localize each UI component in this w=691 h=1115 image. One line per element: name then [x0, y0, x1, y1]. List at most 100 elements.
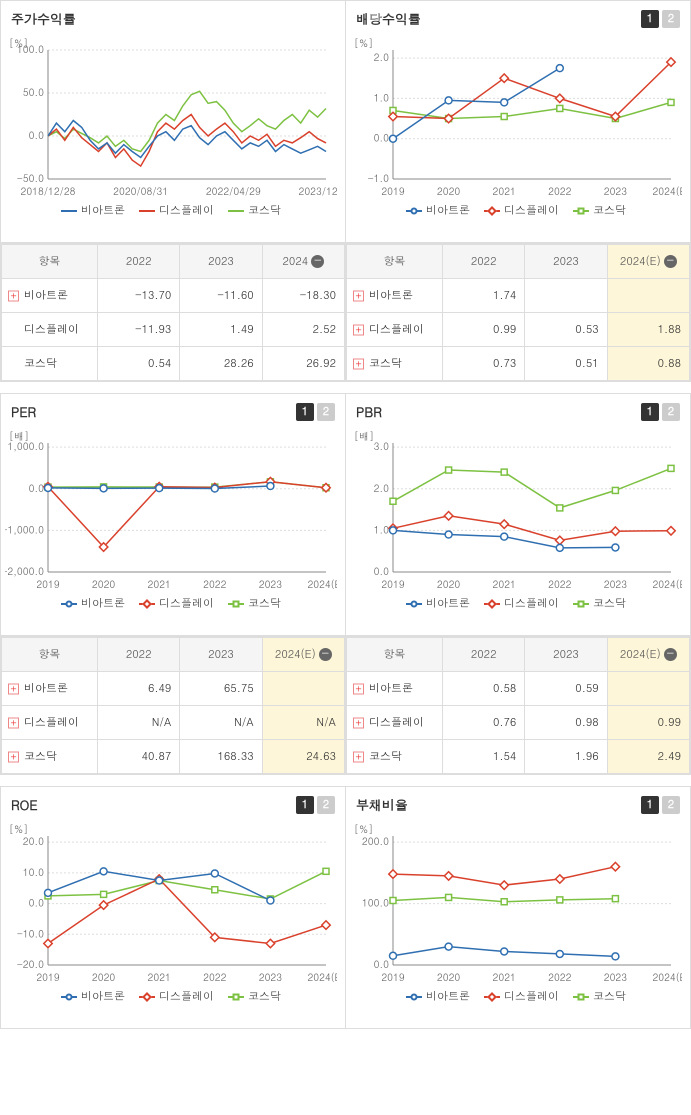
data-table-pbr: 항목202220232024(E)−+비아트론0.580.59+디스플레이0.7… — [346, 637, 690, 774]
expand-icon[interactable]: + — [353, 683, 364, 694]
toggle-btn-1[interactable]: 1 — [296, 796, 314, 814]
svg-text:2019: 2019 — [36, 970, 59, 984]
table-row: 코스닥0.5428.2626.92 — [2, 347, 345, 381]
table-row-label: 디스플레이 — [2, 313, 98, 347]
expand-icon[interactable]: + — [8, 751, 19, 762]
expand-icon[interactable]: + — [353, 358, 364, 369]
collapse-icon[interactable]: − — [664, 648, 677, 661]
table-panel-per: 항목202220232024(E)−+비아트론6.4965.75+디스플레이N/… — [0, 636, 346, 775]
legend-item: 비아트론 — [406, 203, 470, 218]
svg-text:-1,000.0: -1,000.0 — [5, 522, 44, 536]
toggle-btn-2[interactable]: 2 — [317, 403, 335, 421]
table-header-cell: 2022 — [443, 245, 525, 279]
table-cell: -11.93 — [98, 313, 180, 347]
legend-label: 비아트론 — [426, 203, 470, 218]
toggle-btn-1[interactable]: 1 — [296, 403, 314, 421]
legend-swatch — [139, 600, 155, 608]
table-cell: 0.59 — [525, 672, 607, 706]
table-cell: 2.49 — [607, 740, 689, 774]
legend-item: 디스플레이 — [139, 989, 214, 1004]
table-row: +코스닥1.541.962.49 — [347, 740, 690, 774]
chart-legend: 비아트론디스플레이코스닥 — [5, 594, 337, 617]
svg-text:2024(E): 2024(E) — [307, 577, 337, 591]
svg-text:0.0: 0.0 — [29, 896, 45, 910]
svg-text:2019: 2019 — [381, 577, 404, 591]
svg-text:2020: 2020 — [437, 970, 460, 984]
table-row-label: +코스닥 — [2, 740, 98, 774]
table-row: +코스닥0.730.510.88 — [347, 347, 690, 381]
svg-text:2021: 2021 — [148, 577, 171, 591]
svg-text:2021: 2021 — [493, 184, 516, 198]
table-cell: 0.99 — [443, 313, 525, 347]
table-header-cell: 2024(E)− — [262, 638, 344, 672]
legend-label: 비아트론 — [81, 203, 125, 218]
expand-icon[interactable]: + — [353, 324, 364, 335]
svg-text:2020: 2020 — [92, 970, 115, 984]
svg-text:2020: 2020 — [437, 577, 460, 591]
collapse-icon[interactable]: − — [664, 255, 677, 268]
table-cell: N/A — [262, 706, 344, 740]
legend-label: 디스플레이 — [504, 203, 559, 218]
toggle-btn-1[interactable]: 1 — [641, 796, 659, 814]
expand-icon[interactable]: + — [8, 290, 19, 301]
legend-item: 코스닥 — [228, 596, 281, 611]
table-panel-stock_return: 항목202220232024−+비아트론-13.70-11.60-18.30디스… — [0, 243, 346, 382]
table-cell: 0.54 — [98, 347, 180, 381]
legend-swatch — [139, 993, 155, 1001]
panel-title: ROE — [11, 795, 38, 814]
legend-swatch — [484, 600, 500, 608]
svg-text:1.0: 1.0 — [374, 90, 390, 104]
svg-text:2018/12/28: 2018/12/28 — [21, 184, 76, 198]
table-cell: 2.52 — [262, 313, 344, 347]
legend-item: 코스닥 — [573, 203, 626, 218]
svg-text:2023: 2023 — [604, 577, 627, 591]
toggle-btn-2[interactable]: 2 — [662, 10, 680, 28]
legend-item: 디스플레이 — [139, 596, 214, 611]
toggle-btn-1[interactable]: 1 — [641, 403, 659, 421]
panel-title: 부채비율 — [356, 795, 408, 814]
table-header-cell: 2024− — [262, 245, 344, 279]
table-header-cell: 2024(E)− — [607, 245, 689, 279]
svg-text:2022: 2022 — [203, 970, 226, 984]
svg-text:2022: 2022 — [548, 577, 571, 591]
collapse-icon[interactable]: − — [319, 648, 332, 661]
legend-label: 비아트론 — [81, 989, 125, 1004]
table-cell: -11.60 — [180, 279, 262, 313]
legend-item: 비아트론 — [406, 596, 470, 611]
expand-icon[interactable]: + — [353, 751, 364, 762]
toggle-btn-2[interactable]: 2 — [662, 796, 680, 814]
legend-label: 코스닥 — [593, 596, 626, 611]
legend-swatch — [228, 600, 244, 608]
legend-label: 디스플레이 — [159, 596, 214, 611]
table-cell: 0.76 — [443, 706, 525, 740]
table-cell: N/A — [98, 706, 180, 740]
legend-item: 코스닥 — [228, 203, 281, 218]
toggle-btn-2[interactable]: 2 — [662, 403, 680, 421]
table-panel-dividend_yield: 항목202220232024(E)−+비아트론1.74+디스플레이0.990.5… — [345, 243, 691, 382]
expand-icon[interactable]: + — [353, 717, 364, 728]
panel-header: ROE 12 — [1, 787, 345, 818]
svg-text:2024(E): 2024(E) — [652, 970, 682, 984]
svg-text:2024(E): 2024(E) — [652, 577, 682, 591]
table-row: +비아트론1.74 — [347, 279, 690, 313]
toggle-btn-1[interactable]: 1 — [641, 10, 659, 28]
legend-swatch — [573, 993, 589, 1001]
svg-text:2021: 2021 — [493, 577, 516, 591]
collapse-icon[interactable]: − — [311, 255, 324, 268]
expand-icon[interactable]: + — [8, 683, 19, 694]
legend-swatch — [228, 993, 244, 1001]
svg-text:2023: 2023 — [604, 184, 627, 198]
table-cell: 0.58 — [443, 672, 525, 706]
table-header-cell: 2024(E)− — [607, 638, 689, 672]
table-cell: -13.70 — [98, 279, 180, 313]
expand-icon[interactable]: + — [8, 717, 19, 728]
panel-title: PER — [11, 402, 36, 421]
expand-icon[interactable]: + — [353, 290, 364, 301]
toggle-btn-2[interactable]: 2 — [317, 796, 335, 814]
legend-swatch — [61, 600, 77, 608]
svg-text:1.0: 1.0 — [374, 522, 390, 536]
chart-svg: -2,000.0-1,000.00.01,000.020192020202120… — [5, 429, 337, 594]
legend-label: 코스닥 — [248, 596, 281, 611]
legend-item: 디스플레이 — [139, 203, 214, 218]
chart-svg: -20.0-10.00.010.020.02019202020212022202… — [5, 822, 337, 987]
